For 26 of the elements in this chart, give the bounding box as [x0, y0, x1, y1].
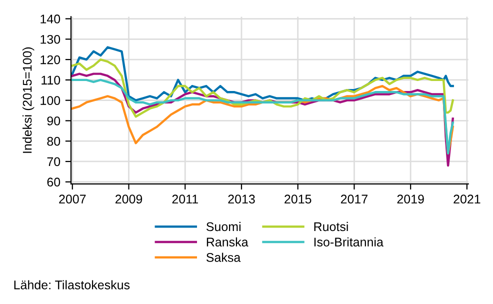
legend-label: Ranska: [206, 237, 248, 247]
x-tick-label: 2009: [115, 194, 142, 204]
x-tick-label: 2007: [59, 194, 86, 204]
y-tick-label: 100: [40, 96, 60, 105]
line-series: [71, 46, 454, 102]
y-axis-title: Indeksi (2015=100): [22, 47, 34, 153]
x-tick-label: 2011: [172, 194, 198, 204]
legend-label: Ruotsi: [314, 222, 348, 232]
y-tick-label: 60: [47, 178, 60, 187]
y-tick-label: 110: [42, 76, 60, 85]
y-tick-label: 70: [47, 157, 60, 166]
y-tick-label: 80: [47, 136, 60, 146]
x-tick-label: 2013: [228, 194, 255, 204]
y-tick-label: 120: [40, 55, 60, 64]
legend-label: Saksa: [206, 252, 241, 262]
legend-label: Iso-Britannia: [314, 237, 384, 247]
x-tick-label: 2017: [340, 194, 368, 204]
x-tick-label: 2021: [454, 194, 480, 204]
line-series: [71, 58, 454, 118]
x-tick-label: 2015: [284, 194, 312, 204]
y-tick-label: 140: [40, 14, 60, 24]
y-tick-label: 90: [47, 116, 60, 126]
legend-label: Suomi: [206, 222, 240, 232]
text: Lähde: Tilastokeskus: [14, 280, 130, 290]
x-tick-label: 2019: [397, 194, 424, 204]
y-tick-label: 130: [40, 34, 60, 44]
